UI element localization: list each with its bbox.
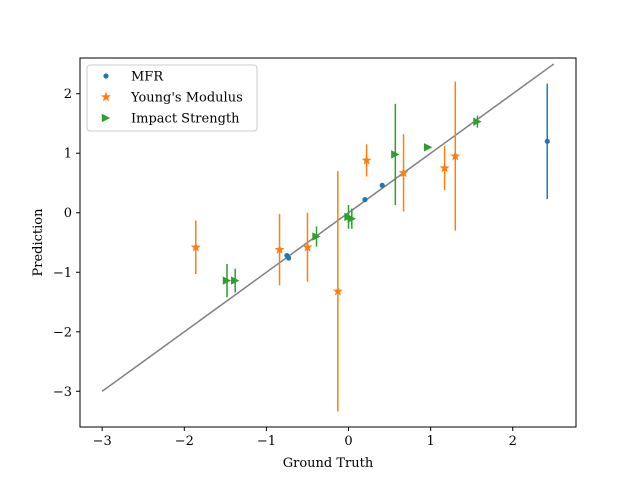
legend-marker-circle [103,73,109,79]
x-tick-label: 2 [509,434,517,449]
legend-box [86,64,258,132]
data-point [332,286,343,296]
data-point [391,150,400,159]
axes-frame [79,57,577,428]
data-point [544,138,550,144]
x-axis-label: Ground Truth [283,456,374,471]
x-tick-label: −3 [93,434,112,449]
y-tick-label: 2 [64,87,72,102]
data-point [302,242,313,252]
legend-item: MFR [103,70,164,85]
data-point [347,214,357,223]
data-point [423,143,433,152]
y-tick-label: 0 [64,206,72,221]
data-point [231,276,240,285]
plot-area [101,63,555,412]
data-point [312,232,321,241]
data-point [222,276,232,285]
axis-ticks: −3 −2 −1 0 1 2 −3 −2 −1 0 1 2 [53,87,517,449]
x-tick-label: −2 [175,434,194,449]
x-tick-label: 1 [427,434,435,449]
data-point [361,155,372,165]
legend-label: Young's Modulus [130,91,243,106]
y-axis-label: Prediction [31,208,46,277]
legend-item: Young's Modulus [101,91,243,106]
data-point [398,167,409,178]
legend-marker-star [101,91,111,102]
y-tick-label: 1 [64,147,72,162]
legend: MFR Young's Modulus Impact Strength [86,64,258,132]
y-tick-label: −1 [53,266,72,281]
legend-label: MFR [131,70,164,85]
series-impact-strength [222,103,482,298]
data-point [362,197,368,203]
legend-marker-triangle-right [101,113,111,123]
y-tick-label: −3 [53,385,72,400]
series-young-s-modulus [190,81,461,412]
x-tick-label: 0 [344,434,352,449]
legend-label: Impact Strength [131,112,240,127]
data-point [274,244,285,254]
x-tick-label: −1 [257,434,276,449]
y-tick-label: −2 [53,325,72,340]
data-point [439,162,450,173]
data-point [190,242,201,252]
data-point [473,117,482,126]
reference-line [101,63,555,392]
data-point [450,151,461,161]
data-point [379,182,385,188]
legend-item: Impact Strength [101,112,240,127]
data-point [285,255,292,261]
series-mfr [284,83,550,261]
